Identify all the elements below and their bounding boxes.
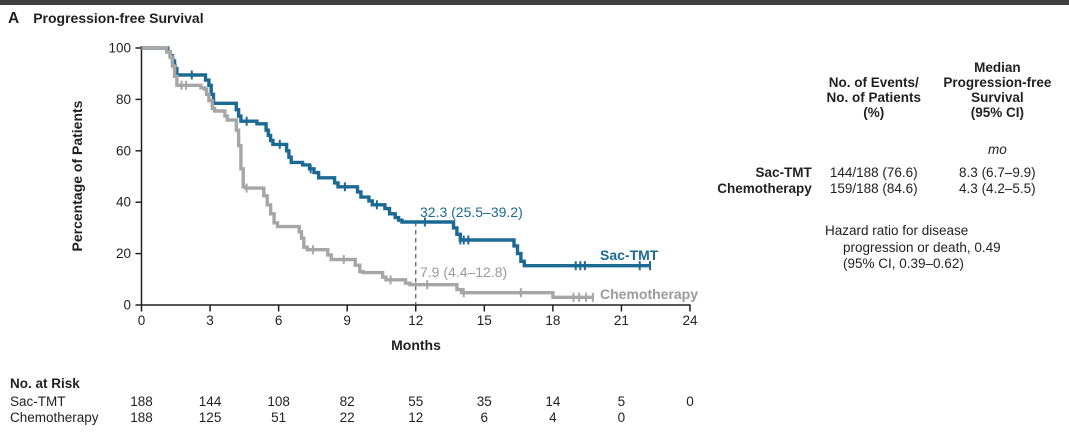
stats-row-label: Chemotherapy xyxy=(717,181,812,196)
stats-header-row: No. of Events/ No. of Patients (%) Media… xyxy=(700,60,1066,120)
risk-row-label-sac-tmt: Sac-TMT xyxy=(10,394,66,409)
risk-count: 4 xyxy=(549,410,557,425)
y-tick-label: 0 xyxy=(123,298,131,313)
risk-count: 12 xyxy=(408,410,423,425)
risk-row-label-chemotherapy: Chemotherapy xyxy=(10,410,99,425)
risk-count: 22 xyxy=(340,410,355,425)
stats-events-value: 159/188 (84.6) xyxy=(829,181,918,196)
y-tick-label: 80 xyxy=(116,92,131,107)
y-axis-title: Percentage of Patients xyxy=(69,100,85,251)
x-tick-label: 6 xyxy=(275,313,283,328)
y-tick-label: 20 xyxy=(116,246,131,261)
chemotherapy-12mo-annotation: 7.9 (4.4–12.8) xyxy=(420,264,507,280)
risk-count: 0 xyxy=(618,410,626,425)
stats-row-chemotherapy: Chemotherapy 159/188 (84.6) 4.3 (4.2–5.5… xyxy=(700,181,1066,197)
outcome-stats-panel: No. of Events/ No. of Patients (%) Media… xyxy=(700,60,1066,273)
hazard-line: progression or death, 0.49 xyxy=(843,239,1001,255)
median-header-line: (95% CI) xyxy=(970,105,1024,120)
y-tick-label: 60 xyxy=(116,143,131,158)
stats-median-value: 4.3 (4.2–5.5) xyxy=(959,181,1036,196)
x-axis-title: Months xyxy=(391,337,441,353)
x-tick-label: 12 xyxy=(408,313,423,328)
risk-count: 6 xyxy=(481,410,489,425)
hazard-ratio-note: Hazard ratio for disease progression or … xyxy=(825,223,1057,273)
y-tick-label: 40 xyxy=(116,195,131,210)
events-header-line: No. of Patients xyxy=(826,90,921,105)
chemotherapy-curve-label: Chemotherapy xyxy=(600,286,698,302)
events-column-header: No. of Events/ No. of Patients (%) xyxy=(819,75,929,120)
stats-row-label: Sac-TMT xyxy=(755,165,812,180)
x-tick-label: 9 xyxy=(343,313,351,328)
panel-letter: A xyxy=(8,10,20,27)
km-curve-sac-tmt xyxy=(141,46,652,268)
top-rule xyxy=(0,0,1069,5)
x-tick-label: 21 xyxy=(614,313,629,328)
risk-count: 51 xyxy=(271,410,286,425)
risk-count: 108 xyxy=(267,394,290,409)
risk-count: 188 xyxy=(130,394,153,409)
stats-row-sac-tmt: Sac-TMT 144/188 (76.6) 8.3 (6.7–9.9) xyxy=(700,165,1066,181)
risk-count: 82 xyxy=(340,394,355,409)
risk-count: 55 xyxy=(408,394,423,409)
km-curve-chemotherapy xyxy=(141,46,594,299)
x-tick-label: 15 xyxy=(477,313,492,328)
risk-count: 0 xyxy=(686,394,694,409)
x-tick-label: 18 xyxy=(545,313,560,328)
median-header-line: Progression-free xyxy=(943,75,1052,90)
units-row: mo xyxy=(700,142,1066,157)
axes: 0 20 40 60 80 100 0 3 6 9 12 15 18 21 24 xyxy=(108,41,698,329)
risk-count: 35 xyxy=(477,394,492,409)
survival-curves xyxy=(141,46,652,302)
hazard-line: (95% CI, 0.39–0.62) xyxy=(843,256,964,271)
stats-median-value: 8.3 (6.7–9.9) xyxy=(959,165,1036,180)
risk-count: 125 xyxy=(199,410,222,425)
panel-title: A Progression-free Survival xyxy=(8,10,204,28)
risk-count: 144 xyxy=(199,394,222,409)
risk-count: 188 xyxy=(130,410,153,425)
risk-count: 14 xyxy=(545,394,561,409)
median-header-line: Median xyxy=(974,60,1021,75)
risk-count: 5 xyxy=(618,394,626,409)
y-tick-label: 100 xyxy=(108,41,131,56)
events-header-line: No. of Events/ xyxy=(828,75,919,90)
hazard-line: Hazard ratio for disease xyxy=(825,223,969,238)
stats-data-rows: Sac-TMT 144/188 (76.6) 8.3 (6.7–9.9) Che… xyxy=(700,165,1066,197)
median-header-line: Survival xyxy=(971,90,1024,105)
panel-title-text: Progression-free Survival xyxy=(33,10,204,26)
sac-tmt-curve-label: Sac-TMT xyxy=(600,247,659,263)
x-tick-label: 3 xyxy=(206,313,214,328)
x-tick-label: 0 xyxy=(138,313,146,328)
stats-events-value: 144/188 (76.6) xyxy=(829,165,918,180)
risk-table-title: No. at Risk xyxy=(10,376,80,391)
units-label: mo xyxy=(987,142,1007,157)
events-header-line: (%) xyxy=(863,105,885,120)
median-column-header: Median Progression-free Survival (95% CI… xyxy=(929,60,1066,120)
x-tick-label: 24 xyxy=(682,313,698,328)
sac-tmt-12mo-annotation: 32.3 (25.5–39.2) xyxy=(420,204,523,220)
